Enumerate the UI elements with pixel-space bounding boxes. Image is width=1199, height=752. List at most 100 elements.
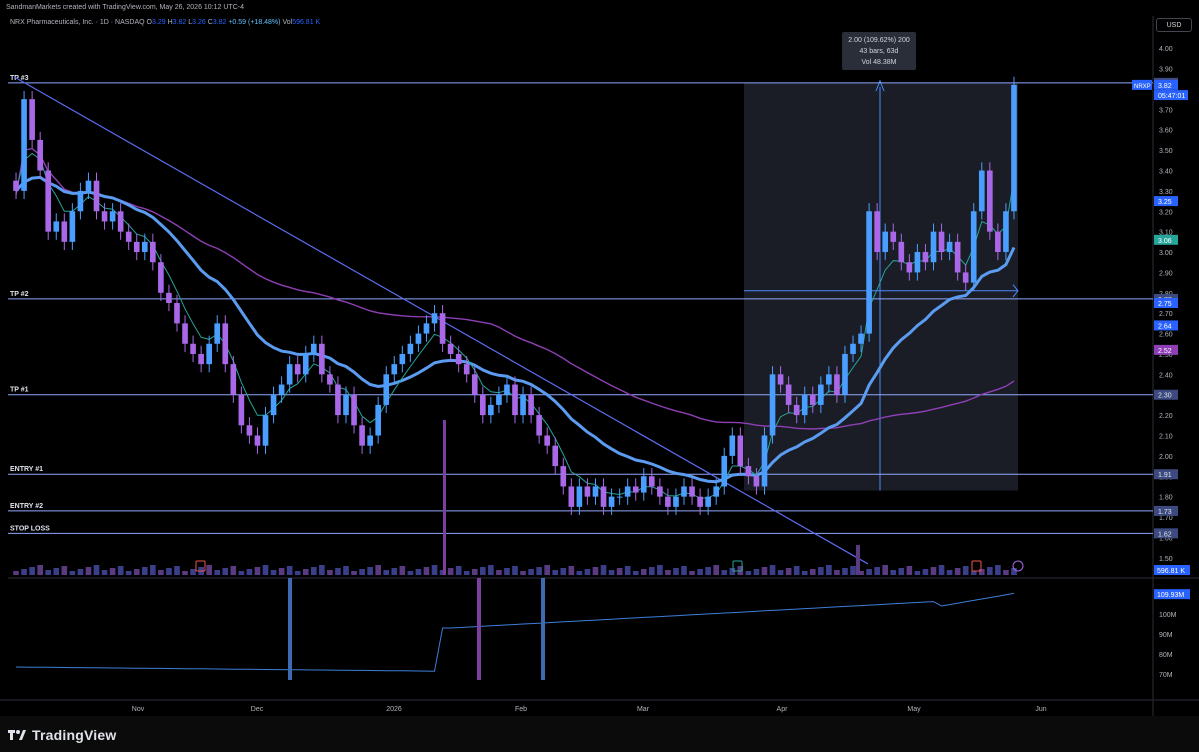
volume-bar [753,569,760,575]
candle-body [938,231,945,253]
volume-bar [608,570,615,575]
volume-bar [455,566,462,575]
volume-bar [504,568,510,575]
volume-bar [906,566,913,575]
candle-body [53,221,60,232]
candle-body [391,364,398,375]
volume-bar [850,566,856,575]
measure-box [744,82,1018,491]
candle-body [970,211,977,283]
volume-bar [785,568,792,575]
volume-bar [479,567,486,575]
volume-badge-bg [1154,565,1190,575]
candle-body [463,364,470,375]
volume-bar [721,570,728,575]
candle-body [270,394,277,416]
open-label: O [146,19,152,26]
level-badge-bg-3 [1154,469,1178,480]
candle-body [310,343,317,354]
footer-bar [0,716,1199,752]
volume-bar [133,569,140,575]
candle-body [383,374,390,405]
volume-bar [431,565,438,575]
candle-body [777,374,784,385]
currency-button[interactable]: USD [1156,18,1192,32]
volume-bar [657,565,663,575]
volume-bar [826,565,832,575]
candle-body [544,435,551,446]
symbol-legend: NRX Pharmaceuticals, Inc. · 1D · NASDAQ … [10,19,320,26]
volume-bar [544,565,551,575]
lower-pane-spike-1 [477,578,481,680]
volume-bar [713,565,720,575]
candle-body [206,343,212,365]
volume-bar [302,569,309,575]
brand-logo[interactable]: TradingView [8,724,116,746]
candle-body [769,374,776,436]
measure-label-line2: 43 bars, 63d [860,48,899,55]
volume-bar [69,571,76,575]
volume-bar [809,569,816,575]
volume-bar [310,567,317,575]
earnings-marker-icon-1 [732,560,743,572]
candle-body [713,486,720,497]
volume-badge: 596.81 K [1157,568,1185,575]
price-tick-11: 2.90 [1159,270,1173,277]
candle-body [673,496,679,507]
earnings-marker-icon-2 [971,560,982,572]
price-badge-bg-3 [1154,234,1178,245]
volume-bar [77,569,84,575]
candle-body [343,394,349,416]
level-label-2: TP #1 [10,387,29,394]
volume-bar [294,571,301,575]
price-chart[interactable]: 2.00 (109.62%) 200 43 bars, 63d Vol 48.38M… [0,0,1199,716]
candle-body [125,231,132,242]
candle-body [496,394,502,405]
lower-pane-line [15,592,1015,672]
candle-body [471,374,478,395]
candle-body [809,394,816,405]
candle-body [399,353,406,365]
price-badge-bg-6 [1154,344,1178,355]
time-tick-7: Jun [1035,706,1046,713]
volume-bar [214,570,221,575]
lower-pane-badge: 109.93M [1157,592,1184,599]
candle-body [536,415,542,436]
time-tick-0: Nov [132,706,145,713]
candle-body [1003,211,1009,253]
price-tick-19: 2.10 [1159,434,1173,441]
candle-body [158,262,164,293]
lower-pane-spike-2 [541,578,545,680]
volume-bar [834,570,840,575]
volume-bar [930,567,937,575]
candle-body [576,486,583,507]
price-tick-5: 3.50 [1159,148,1173,155]
price-badge-bg-1 [1154,90,1188,101]
volume-bar [995,565,1001,575]
volume-bar [978,569,985,575]
open-value: 3.29 [152,19,166,26]
lower-tick-2: 80M [1159,652,1173,659]
volume-bar [576,571,583,575]
volume-bar [1003,570,1009,575]
high-label: H [167,19,173,26]
candle-body [568,486,575,507]
price-tick-15: 2.50 [1159,352,1173,359]
candle-body [922,252,929,263]
volume-bar [552,570,559,575]
volume-bar [898,568,905,575]
price-badge-4: 2.75 [1158,301,1172,308]
candle-body [978,170,985,212]
volume-bar [624,566,631,575]
volume-value: 596.81 K [292,19,321,26]
price-tick-16: 2.40 [1159,372,1173,379]
volume-bar [399,566,406,575]
volume-bar [914,571,921,575]
candle-body [866,211,872,334]
volume-bar [648,567,655,575]
time-tick-5: Apr [777,706,789,713]
volume-bar [520,571,526,575]
candle-body [616,496,623,498]
price-tick-14: 2.60 [1159,332,1173,339]
candle-body [954,241,961,273]
